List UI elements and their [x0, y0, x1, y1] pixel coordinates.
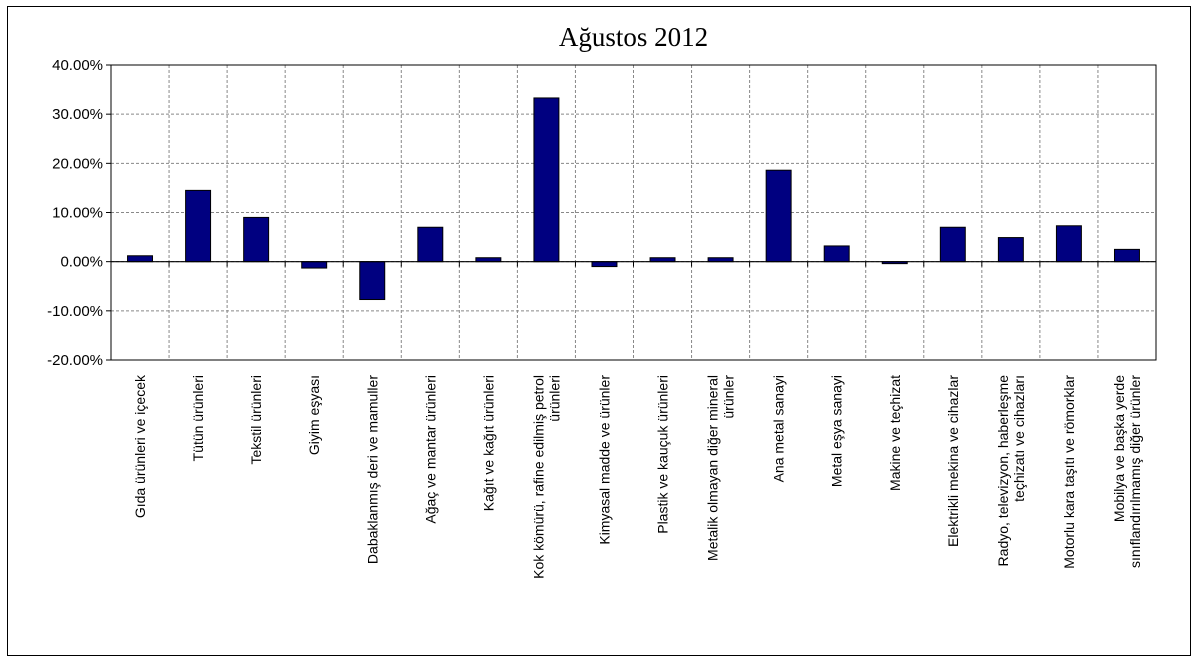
x-category-label-line: Radyo, televizyon, haberleşme — [995, 375, 1011, 567]
x-category-label: Tekstil ürünleri — [248, 375, 264, 464]
x-category-label-line: Giyim eşyası — [306, 375, 322, 455]
bar — [243, 216, 270, 263]
x-category-label-line: Ağaç ve mantar ürünleri — [422, 375, 438, 524]
labels: 40.00% 30.00% 20.00% 10.00% 0.00% -10.00% -20.… — [47, 57, 1143, 579]
x-category-label: Ana metal sanayi — [771, 375, 787, 482]
bars — [127, 97, 1140, 301]
x-category-label: Makine ve teçhizat — [887, 375, 903, 491]
x-category-label: Metal eşya sanayi — [829, 375, 845, 487]
x-category-label: Elektrikli mekina ve cihazlar — [945, 375, 961, 547]
x-category-label: Plastik ve kauçuk ürünleri — [655, 375, 671, 534]
y-tick-label: 40.00% — [52, 57, 103, 74]
bar — [301, 261, 328, 269]
bar — [1113, 248, 1140, 263]
bar — [417, 226, 444, 263]
y-tick-label: -10.00% — [47, 303, 103, 320]
x-category-label-line: Metalik olmayan diğer mineral — [705, 375, 721, 561]
x-category-label: Dabaklanmış deri ve mamuller — [364, 375, 380, 564]
y-tick-label: 20.00% — [52, 155, 103, 172]
x-category-label-line: Motorlu kara taşıtı ve römorklar — [1061, 375, 1077, 569]
x-category-label-line: Makine ve teçhizat — [887, 375, 903, 491]
bar — [997, 237, 1024, 263]
x-category-label: Giyim eşyası — [306, 375, 322, 455]
bar — [1055, 225, 1082, 263]
x-category-label: Radyo, televizyon, haberleşme teçhizatı v… — [995, 375, 1027, 567]
x-category-label-line: Kağıt ve kağıt ürünleri — [480, 375, 496, 511]
x-category-label-line: Kimyasal madde ve ürünler — [596, 375, 612, 545]
x-category-label-line: Elektrikli mekina ve cihazlar — [945, 375, 961, 547]
bar — [823, 245, 850, 263]
bar — [359, 261, 386, 301]
y-tick-label: 30.00% — [52, 106, 103, 123]
x-category-label-line: Gıda ürünleri ve içecek — [132, 374, 148, 518]
x-category-label-line: Metal eşya sanayi — [829, 375, 845, 487]
grid-lines — [111, 65, 1156, 360]
x-category-label: Mobilya ve başka yerde sınıflandırılmamış… — [1111, 375, 1143, 568]
x-category-label: Ağaç ve mantar ürünleri — [422, 375, 438, 524]
x-category-label: Kağıt ve kağıt ürünleri — [480, 375, 496, 511]
x-category-label: Tütün ürünleri — [190, 375, 206, 461]
x-category-label-line: teçhizatı ve cihazları — [1011, 375, 1027, 502]
x-category-label-line: Mobilya ve başka yerde — [1111, 375, 1127, 522]
y-tick-label: 0.00% — [60, 254, 103, 271]
x-category-label-line: ürünleri — [546, 375, 562, 422]
bar — [127, 255, 154, 263]
bar — [939, 226, 966, 263]
x-category-label: Motorlu kara taşıtı ve römorklar — [1061, 375, 1077, 569]
x-category-label-line: Dabaklanmış deri ve mamuller — [364, 375, 380, 564]
x-category-label-line: ürünler — [721, 375, 737, 419]
x-category-label-line: Plastik ve kauçuk ürünleri — [655, 375, 671, 534]
axes — [106, 64, 1157, 361]
chart-title: Ağustos 2012 — [559, 22, 708, 52]
x-category-label: Kok kömürü, rafine edilmiş petrol ürünler… — [530, 375, 562, 579]
x-category-label: Metalik olmayan diğer mineral ürünler — [705, 375, 737, 561]
y-tick-label: 10.00% — [52, 205, 103, 222]
bar — [185, 189, 212, 263]
x-category-label-line: Kok kömürü, rafine edilmiş petrol — [530, 375, 546, 579]
x-category-label: Kimyasal madde ve ürünler — [596, 375, 612, 545]
bar — [765, 169, 792, 263]
x-category-label-line: sınıflandırılmamış diğer ürünler — [1127, 375, 1143, 568]
x-category-label: Gıda ürünleri ve içecek — [132, 374, 148, 518]
x-category-label-line: Tütün ürünleri — [190, 375, 206, 461]
x-category-label-line: Ana metal sanayi — [771, 375, 787, 482]
x-category-label-line: Tekstil ürünleri — [248, 375, 264, 464]
y-tick-label: -20.00% — [47, 352, 103, 369]
chart-frame: Ağustos 2012 40.00% 30.00% 20.00% 10.00% 0.0… — [7, 6, 1191, 656]
bar-chart: Ağustos 2012 40.00% 30.00% 20.00% 10.00% 0.0… — [47, 22, 1157, 579]
bar — [591, 261, 618, 268]
bar — [533, 97, 560, 263]
